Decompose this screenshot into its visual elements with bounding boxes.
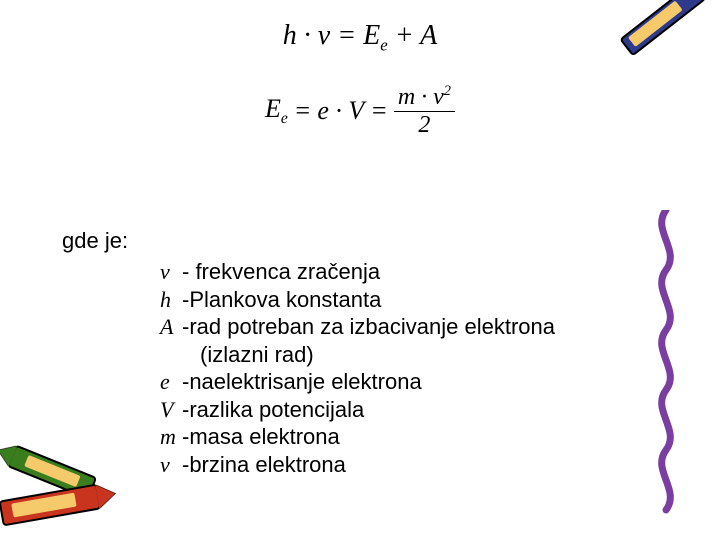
squiggle-icon [646,210,686,520]
eq2-equals-2: = [370,96,388,126]
def-text: -razlika potencijala [182,396,364,424]
def-symbol: V [160,396,182,424]
equation-1: h · ν = Ee + A [0,20,720,56]
eq2-sq: 2 [444,83,451,99]
eq2-fraction: m · v2 2 [394,84,455,138]
def-symbol: h [160,286,182,314]
eq1-E-sub: e [380,36,387,55]
intro-label: gde je: [62,228,128,254]
def-text: -rad potreban za izbacivanje elektrona [182,313,555,341]
def-row-nu: ν - frekvenca zračenja [160,258,555,286]
def-row-e: e -naelektrisanje elektrona [160,368,555,396]
def-text: -masa elektrona [182,423,340,451]
eq2-eV: e · V [317,96,364,126]
def-symbol: ν [160,258,182,286]
eq2-E-sub: e [281,110,288,127]
eq2-mv: m · v [398,84,444,110]
def-row-A-cont: (izlazni rad) [160,341,555,369]
equation-2: Ee = e · V = m · v2 2 [265,84,455,138]
def-row-v: v -brzina elektrona [160,451,555,479]
eq1-E: E [363,20,380,51]
eq1-Ee: Ee [363,20,395,51]
def-symbol: m [160,423,182,451]
def-symbol: e [160,368,182,396]
def-row-A: A -rad potreban za izbacivanje elektrona [160,313,555,341]
equations-block: h · ν = Ee + A Ee = e · V = m · v2 2 [0,20,720,138]
definitions-list: ν - frekvenca zračenja h -Plankova konst… [160,258,555,478]
def-text: -Plankova konstanta [182,286,381,314]
def-row-h: h -Plankova konstanta [160,286,555,314]
eq1-A: A [420,20,437,51]
eq2-numerator: m · v2 [394,84,455,110]
def-row-V: V -razlika potencijala [160,396,555,424]
eq2-denominator: 2 [414,113,434,138]
eq2-E: E [265,94,281,123]
eq1-lhs: h · ν [283,20,330,51]
eq1-equals: = [337,20,356,51]
def-text: (izlazni rad) [200,341,314,369]
def-text: -brzina elektrona [182,451,346,479]
eq2-equals-1: = [294,96,312,126]
def-text: -naelektrisanje elektrona [182,368,422,396]
def-text: - frekvenca zračenja [182,258,380,286]
eq2-Ee: Ee [265,94,288,128]
crayon-red-icon [0,484,101,527]
def-symbol: A [160,313,182,341]
slide: h · ν = Ee + A Ee = e · V = m · v2 2 [0,0,720,540]
def-row-m: m -masa elektrona [160,423,555,451]
eq1-plus: + [395,20,414,51]
def-symbol: v [160,451,182,479]
